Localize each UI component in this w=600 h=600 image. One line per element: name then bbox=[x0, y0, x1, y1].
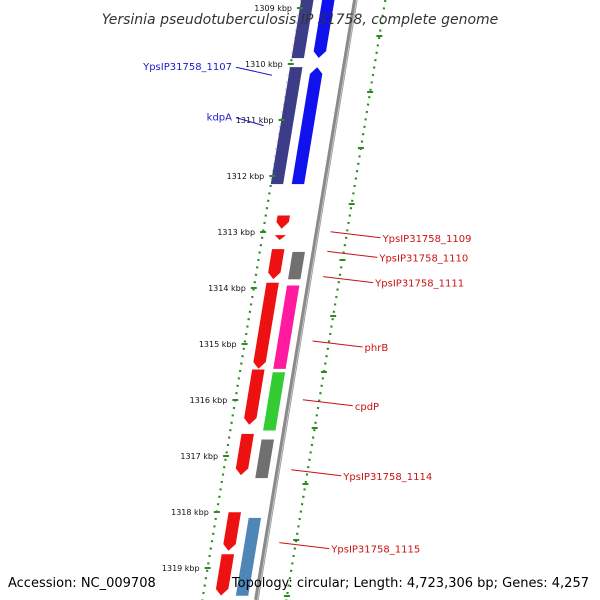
label-leader-line bbox=[291, 469, 342, 477]
gene-feature-magenta bbox=[272, 284, 301, 370]
gene-label: YpsIP31758_1111 bbox=[374, 279, 464, 290]
ruler-right-dotted-line bbox=[285, 0, 387, 600]
tick-label: 1315 kbp bbox=[199, 340, 237, 349]
gene-feature-green bbox=[262, 371, 286, 432]
genome-backbone bbox=[254, 0, 358, 600]
genome-backbone-highlight bbox=[257, 0, 358, 600]
gene-label: YpsIP31758_1115 bbox=[330, 545, 420, 556]
gene-feature-red bbox=[235, 433, 255, 477]
label-layer: YpsIP31758_1107 kdpA YpsIP31758_1109 YpsIP3… bbox=[142, 62, 471, 555]
label-leader-line bbox=[327, 250, 378, 258]
gene-feature-gray bbox=[254, 438, 275, 479]
tick-layer: 1309 kbp 1310 kbp 1311 kbp 1312 kbp 1313 kbp… bbox=[162, 4, 383, 597]
topology-text: Topology: circular; Length: 4,723,306 bp… bbox=[231, 576, 589, 591]
gene-label: YpsIP31758_1110 bbox=[378, 253, 468, 264]
tick-label: 1319 kbp bbox=[162, 564, 200, 573]
label-leader-line bbox=[312, 340, 363, 348]
label-leader-line bbox=[323, 276, 374, 284]
map-title: Yersinia pseudotuberculosis IP 31758, co… bbox=[102, 12, 499, 28]
gene-feature-red bbox=[252, 282, 280, 370]
gene-feature-red bbox=[215, 553, 235, 597]
label-leader-line bbox=[330, 231, 381, 239]
label-leader-line bbox=[235, 117, 264, 127]
tick-label: 1310 kbp bbox=[245, 60, 283, 69]
gene-label: cpdP bbox=[355, 402, 379, 413]
gene-feature-blue bbox=[291, 66, 323, 185]
label-leader-line bbox=[279, 542, 330, 550]
tick-label: 1318 kbp bbox=[171, 508, 209, 517]
gene-feature-red bbox=[275, 214, 291, 230]
tick-label: 1317 kbp bbox=[180, 452, 218, 461]
tick-label: 1314 kbp bbox=[208, 284, 246, 293]
gene-label: YpsIP31758_1109 bbox=[382, 234, 472, 245]
gene-feature-red bbox=[273, 234, 288, 241]
tick-label: 1316 kbp bbox=[190, 396, 228, 405]
label-leader-line bbox=[235, 66, 273, 76]
tick-label: 1312 kbp bbox=[227, 172, 265, 181]
gene-feature-blue bbox=[313, 0, 336, 59]
tick-label: 1311 kbp bbox=[236, 116, 274, 125]
tick-label: 1309 kbp bbox=[254, 4, 292, 13]
gene-label: phrB bbox=[365, 343, 389, 354]
feature-layer bbox=[215, 0, 336, 597]
gene-feature-steelblue bbox=[235, 517, 262, 597]
gene-feature-purple bbox=[270, 66, 304, 185]
tick-label: 1313 kbp bbox=[217, 228, 255, 237]
gene-label: kdpA bbox=[207, 113, 232, 124]
gene-feature-red bbox=[243, 368, 266, 426]
gene-label: YpsIP31758_1114 bbox=[342, 472, 432, 483]
accession-text: Accession: NC_009708 bbox=[8, 576, 156, 591]
gene-label: YpsIP31758_1107 bbox=[142, 62, 232, 73]
gene-feature-purple bbox=[290, 0, 315, 59]
gene-feature-red bbox=[222, 511, 242, 552]
label-leader-line bbox=[302, 399, 353, 407]
gene-feature-red bbox=[267, 248, 286, 281]
backbone-layer bbox=[254, 0, 358, 600]
gene-feature-gray bbox=[287, 251, 306, 280]
